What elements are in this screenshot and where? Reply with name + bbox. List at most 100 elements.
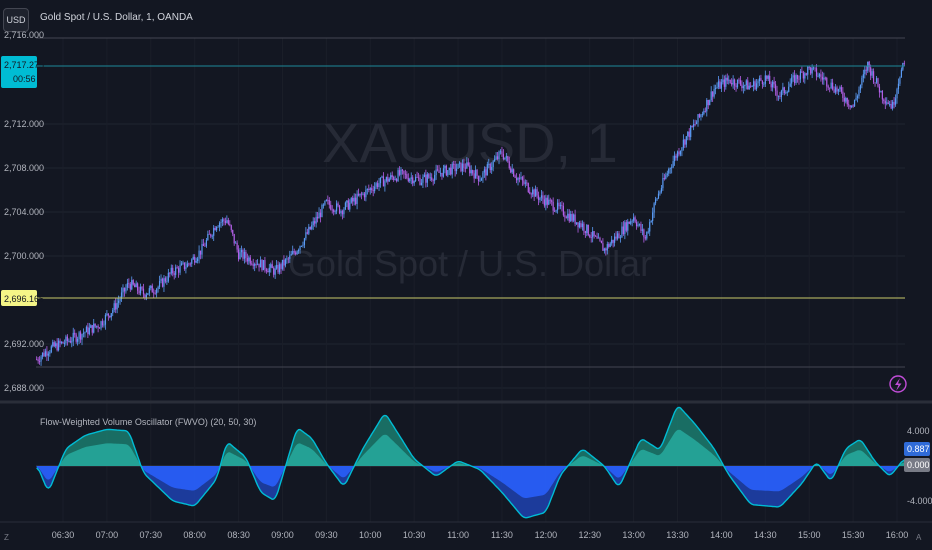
- candle-body: [226, 220, 228, 223]
- candle-body: [587, 224, 589, 236]
- candle-body: [813, 67, 815, 69]
- candle-body: [657, 193, 660, 199]
- candle-body: [359, 193, 361, 196]
- candle-body: [821, 76, 823, 80]
- candle-body: [515, 177, 518, 181]
- candle-body: [878, 86, 881, 93]
- candle-body: [496, 156, 499, 159]
- candle-body: [578, 222, 581, 228]
- candle-body: [340, 210, 342, 214]
- oscillator-axis[interactable]: 4.000 -4.000: [907, 426, 932, 506]
- candle-body: [755, 83, 758, 90]
- candle-body: [634, 217, 636, 223]
- candle-body: [426, 174, 428, 183]
- candle-body: [251, 263, 253, 265]
- candle-body: [216, 226, 218, 231]
- price-axis[interactable]: 2,712.000 2,708.000 2,704.000 2,700.000 2,69…: [4, 119, 44, 393]
- time-axis[interactable]: 06:30 07:00 07:30 08:00 08:30 09:00 09:30 10:00…: [52, 530, 909, 540]
- candle-body: [214, 227, 216, 231]
- candle-body: [319, 212, 322, 218]
- candle-body: [271, 264, 273, 269]
- candle-body: [537, 195, 540, 200]
- candle-body: [311, 225, 313, 230]
- candle-body: [75, 334, 77, 342]
- candle-body: [223, 219, 225, 222]
- candle-body: [536, 189, 538, 196]
- symbol-title: Gold Spot / U.S. Dollar, 1, OANDA: [40, 12, 193, 23]
- candle-body: [419, 177, 421, 185]
- candle-body: [780, 90, 783, 97]
- candle-body: [237, 249, 240, 260]
- candle-body: [81, 334, 83, 340]
- current-price-label: 2,717.275: [4, 60, 44, 70]
- candle-body: [229, 224, 231, 226]
- candle-body: [622, 226, 624, 234]
- candle-body: [259, 260, 262, 268]
- candle-body: [376, 183, 379, 188]
- candle-body: [830, 82, 832, 88]
- candle-body: [139, 286, 142, 294]
- candle-body: [169, 272, 171, 274]
- candle-body: [59, 340, 61, 344]
- candle-body: [145, 294, 147, 298]
- candle-body: [126, 283, 128, 288]
- candle-body: [725, 77, 727, 87]
- candle-body: [327, 199, 329, 201]
- candle-body: [837, 89, 840, 92]
- candle-body: [274, 268, 276, 275]
- candle-body: [312, 221, 314, 226]
- candle-body: [751, 86, 753, 88]
- candle-body: [434, 175, 436, 181]
- candle-body: [872, 71, 875, 83]
- candle-body: [138, 290, 140, 294]
- candle-body: [333, 209, 335, 212]
- time-tick-label: 15:00: [798, 530, 821, 540]
- time-tick-label: 13:00: [622, 530, 645, 540]
- candle-body: [129, 284, 131, 290]
- candle-body: [66, 336, 68, 341]
- candle-body: [267, 271, 269, 273]
- candle-body: [374, 186, 376, 192]
- candle-body: [322, 204, 325, 206]
- price-grid: [36, 38, 905, 522]
- auto-scale-icon[interactable]: A: [916, 533, 922, 542]
- candle-body: [723, 79, 725, 87]
- candle-body: [349, 202, 351, 210]
- candle-body: [204, 245, 206, 247]
- candle-body: [845, 97, 847, 102]
- currency-button[interactable]: USD: [3, 8, 29, 32]
- candle-body: [763, 83, 765, 85]
- candle-body: [710, 91, 712, 101]
- candle-body: [641, 229, 644, 231]
- candle-body: [592, 231, 594, 238]
- candle-body: [881, 90, 883, 100]
- candle-body: [839, 87, 841, 90]
- candle-body: [584, 231, 586, 234]
- candle-body: [356, 193, 358, 204]
- oscillator-value-tag: [904, 442, 930, 456]
- candle-body: [602, 243, 604, 251]
- candle-body: [191, 259, 193, 264]
- candle-body: [728, 79, 730, 81]
- lightning-icon[interactable]: [889, 375, 907, 393]
- candle-body: [662, 177, 664, 189]
- candle-body: [357, 193, 360, 196]
- candle-body: [829, 87, 831, 89]
- candle-body: [352, 197, 354, 202]
- candle-body: [330, 204, 332, 210]
- candle-body: [316, 216, 319, 219]
- candle-body: [676, 151, 679, 158]
- candle-body: [407, 178, 409, 182]
- candle-body: [862, 74, 864, 78]
- candle-body: [324, 200, 326, 205]
- zoom-icon[interactable]: Z: [4, 533, 9, 542]
- oscillator-positive-inner: [36, 429, 905, 466]
- candle-body: [441, 172, 443, 177]
- oscillator-value-label: 0.887: [907, 444, 930, 454]
- candle-body: [638, 224, 641, 225]
- candle-body: [68, 340, 70, 342]
- candle-body: [176, 267, 178, 269]
- candle-body: [666, 173, 668, 176]
- candle-body: [653, 203, 655, 213]
